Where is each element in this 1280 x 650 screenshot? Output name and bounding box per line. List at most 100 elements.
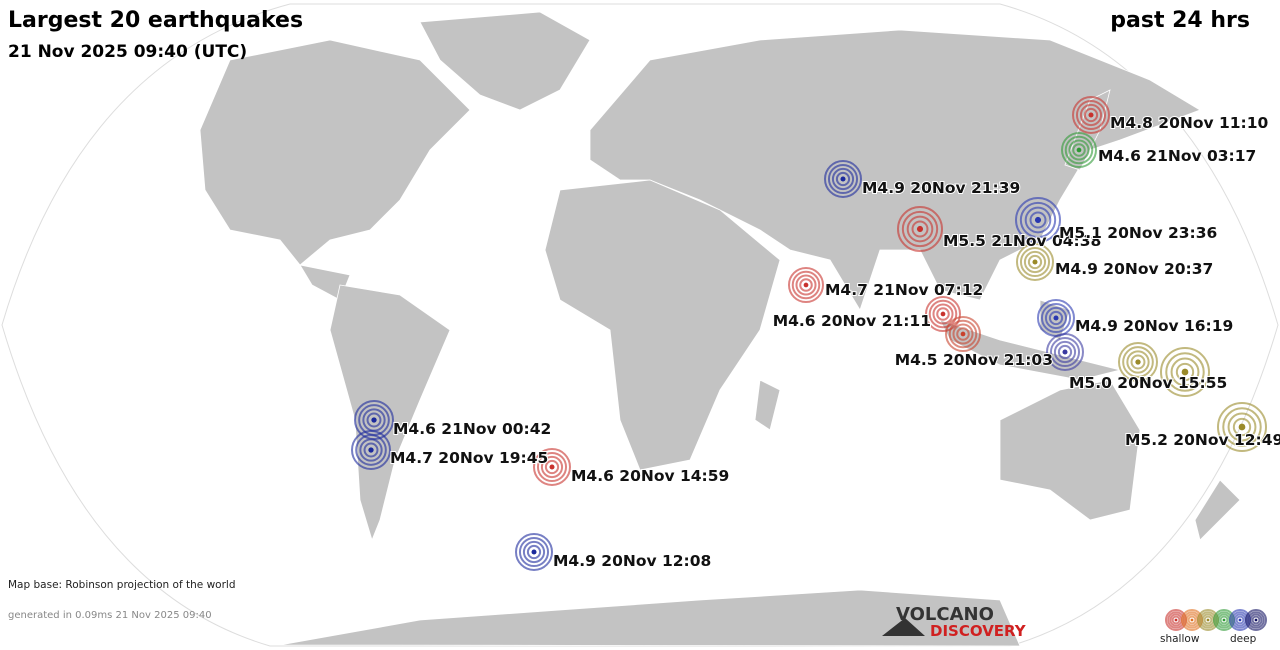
ring bbox=[936, 307, 950, 321]
quake-label: M5.0 20Nov 15:55 bbox=[1069, 374, 1227, 392]
ring bbox=[1222, 407, 1262, 447]
ring bbox=[1203, 615, 1213, 625]
ring bbox=[1024, 206, 1052, 234]
quake-marker bbox=[1015, 197, 1061, 243]
ring bbox=[1171, 615, 1181, 625]
quakes: M4.8 20Nov 11:10 M4.6 21Nov 03:17 M4.9 20N… bbox=[351, 96, 1280, 571]
ring bbox=[1187, 615, 1197, 625]
ring bbox=[932, 303, 954, 325]
quake-marker bbox=[788, 267, 824, 303]
quake-label: M4.7 21Nov 07:12 bbox=[825, 281, 983, 299]
ring bbox=[1118, 342, 1158, 382]
ring bbox=[952, 323, 974, 345]
center bbox=[960, 331, 966, 337]
title: Largest 20 earthquakes bbox=[8, 8, 303, 33]
ring bbox=[1057, 344, 1073, 360]
generated: generated in 0.09ms 21 Nov 2025 09:40 bbox=[8, 610, 212, 621]
ring bbox=[1023, 250, 1047, 274]
ring bbox=[1079, 103, 1103, 127]
land bbox=[199, 11, 1241, 647]
logo-icon bbox=[882, 618, 925, 636]
quake-label: M5.1 20Nov 23:36 bbox=[1059, 224, 1217, 242]
quake-marker bbox=[515, 533, 553, 571]
quake-marker bbox=[1046, 333, 1084, 371]
ring bbox=[526, 544, 542, 560]
ring bbox=[1170, 357, 1200, 387]
ring bbox=[1160, 347, 1210, 397]
center bbox=[1222, 618, 1226, 622]
quake-label: M4.9 20Nov 12:08 bbox=[553, 552, 711, 570]
ring bbox=[835, 171, 851, 187]
ring bbox=[544, 459, 560, 475]
quake-marker bbox=[1016, 243, 1054, 281]
center bbox=[1190, 618, 1194, 622]
center bbox=[1254, 618, 1258, 622]
subtitle: 21 Nov 2025 09:40 (UTC) bbox=[8, 42, 247, 62]
ring bbox=[897, 206, 943, 252]
ring bbox=[824, 160, 862, 198]
legend: shallow deep bbox=[1160, 609, 1267, 645]
ring bbox=[906, 215, 934, 243]
logo-line2: DISCOVERY bbox=[930, 622, 1027, 640]
center bbox=[368, 447, 374, 453]
ring bbox=[1219, 615, 1229, 625]
quake-marker bbox=[354, 400, 394, 440]
quake-marker bbox=[824, 160, 862, 198]
ring bbox=[948, 319, 978, 349]
quake-marker bbox=[1160, 347, 1210, 397]
ring bbox=[1016, 243, 1054, 281]
logo-line1: VOLCANO bbox=[896, 604, 994, 625]
ring bbox=[1064, 135, 1094, 165]
quake-marker bbox=[1245, 609, 1267, 631]
center bbox=[1053, 315, 1059, 321]
center bbox=[1238, 618, 1242, 622]
center bbox=[1088, 112, 1094, 118]
ring bbox=[1053, 340, 1077, 364]
ring bbox=[1044, 306, 1068, 330]
ring bbox=[901, 210, 939, 248]
ring bbox=[351, 430, 391, 470]
quake-label: M5.5 21Nov 04:38 bbox=[943, 232, 1101, 250]
center bbox=[1238, 423, 1246, 431]
ring bbox=[1075, 99, 1107, 131]
ring bbox=[1046, 333, 1084, 371]
ring bbox=[827, 163, 859, 195]
ring bbox=[1083, 107, 1099, 123]
ring bbox=[1061, 132, 1097, 168]
ring bbox=[791, 270, 821, 300]
quake-label: M4.6 20Nov 21:11 bbox=[773, 312, 931, 330]
quake-label: M5.2 20Nov 12:49 bbox=[1125, 431, 1280, 449]
center bbox=[1206, 618, 1210, 622]
quake-label: M4.6 21Nov 00:42 bbox=[393, 420, 551, 438]
quake-marker bbox=[897, 206, 943, 252]
quake-label: M4.9 20Nov 20:37 bbox=[1055, 260, 1213, 278]
quake-label: M4.8 20Nov 11:10 bbox=[1110, 114, 1269, 132]
quake-marker bbox=[925, 296, 961, 332]
ring bbox=[945, 316, 981, 352]
quake-marker bbox=[945, 316, 981, 352]
ring bbox=[522, 540, 546, 564]
ring bbox=[518, 536, 550, 568]
ring bbox=[928, 299, 958, 329]
center bbox=[1181, 368, 1189, 376]
ring bbox=[1072, 96, 1110, 134]
ring bbox=[1251, 615, 1261, 625]
quake-marker bbox=[1118, 342, 1158, 382]
center bbox=[1135, 359, 1141, 365]
quake-label: M4.9 20Nov 16:19 bbox=[1075, 317, 1233, 335]
quake-label: M4.7 20Nov 19:45 bbox=[390, 449, 548, 467]
logo: VOLCANO DISCOVERY bbox=[882, 604, 1027, 640]
center bbox=[531, 549, 537, 555]
ring bbox=[366, 412, 382, 428]
ring bbox=[1040, 302, 1072, 334]
ring bbox=[799, 278, 813, 292]
ring bbox=[1027, 254, 1043, 270]
center bbox=[1062, 349, 1068, 355]
ring bbox=[536, 451, 568, 483]
ring bbox=[1247, 611, 1265, 629]
legend-shallow: shallow bbox=[1160, 633, 1200, 645]
ring bbox=[1245, 609, 1267, 631]
ring bbox=[355, 434, 387, 466]
ring bbox=[1068, 139, 1090, 161]
